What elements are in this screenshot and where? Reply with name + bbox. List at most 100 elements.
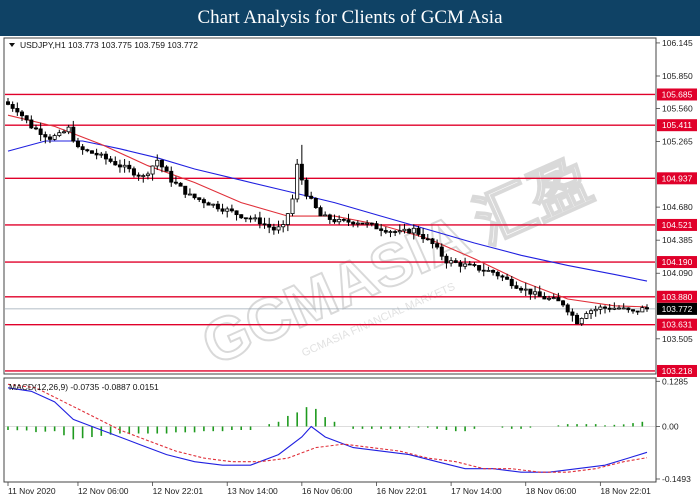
candlesticks [6,97,650,326]
candle-body [19,111,24,117]
candle-body [407,228,412,234]
candle-body [285,213,290,225]
candle-body [435,243,440,248]
candle-body [38,128,43,135]
candle-body [304,179,309,197]
level-label: 103.880 [662,292,693,302]
candle-body [537,291,542,297]
candle-body [15,108,20,113]
x-tick-label: 13 Nov 14:00 [227,486,278,496]
candle-body [421,234,426,240]
candle-body [80,146,85,151]
candle-body [388,231,393,233]
candle-body [61,131,66,134]
candle-body [206,202,211,206]
candle-body [145,173,150,176]
candle-body [33,127,38,130]
level-label: 104.521 [662,220,693,230]
candle-body [94,152,99,156]
candle-body [43,134,48,138]
candle-body [183,185,188,195]
candle-body [127,164,132,170]
candle-body [99,153,104,156]
macd-y-tick-label: 0.00 [662,421,679,431]
candle-body [579,317,584,325]
candle-body [71,126,76,142]
candle-body [603,306,608,309]
candle-body [197,197,202,200]
level-label: 104.937 [662,173,693,183]
level-label-bg [657,88,697,101]
level-label: 103.218 [662,366,693,376]
candle-body [393,231,398,233]
candle-body [486,269,491,272]
candle-body [565,304,570,313]
y-tick-label: 104.090 [662,268,693,278]
y-tick-label: 106.145 [662,38,693,48]
candle-body [355,222,360,225]
candle-body [271,226,276,231]
candle-body [351,221,356,225]
candle-body [416,227,421,235]
chart-canvas[interactable]: GCMASIA 汇盈 GCMASIA FINANCIAL MARKETS 105… [0,36,700,500]
candle-body [383,230,388,233]
x-tick-label: 18 Nov 06:00 [526,486,577,496]
candle-body [108,158,113,162]
level-label-bg [657,364,697,377]
candle-body [542,295,547,300]
candle-body [24,115,29,121]
candle-body [607,307,612,310]
candle-body [402,228,407,232]
candle-body [327,214,332,220]
candle-body [491,269,496,273]
candle-body [52,135,57,140]
y-tick-label: 105.265 [662,137,693,147]
candle-body [173,181,178,184]
candle-body [281,224,286,228]
x-tick-label: 17 Nov 14:00 [451,486,502,496]
candle-body [122,164,127,168]
candle-body [453,260,458,263]
candle-body [201,199,206,204]
candle-body [425,238,430,241]
y-tick-label: 103.505 [662,334,693,344]
candle-body [10,104,15,109]
candle-body [514,285,519,289]
candle-body [332,219,337,223]
candle-body [547,297,552,300]
support-resistance-levels: 105.685 105.411 104.937 104.521 104.190 103.8… [5,88,697,377]
candle-body [211,203,216,206]
current-price-label-bg [657,302,697,315]
candle-body [192,193,197,199]
candle-body [318,207,323,217]
candle-body [556,297,561,302]
candle-body [66,126,71,133]
candle-body [411,227,416,234]
candle-body [500,275,505,278]
candle-body [533,291,538,295]
candle-body [477,265,482,271]
y-tick-label: 104.680 [662,202,693,212]
candle-body [337,219,342,223]
candle-body [295,163,300,200]
candle-body [379,228,384,231]
candle-body [472,264,477,266]
candle-body [243,217,248,220]
candle-body [631,309,636,312]
candle-body [113,161,118,166]
level-label-bg [657,172,697,185]
candle-body [103,153,108,160]
candle-body [117,164,122,168]
candle-body [640,307,645,313]
candle-body [341,219,346,221]
candle-body [439,246,444,257]
candle-body [584,313,589,319]
candle-body [626,307,631,311]
candle-body [141,175,146,177]
candle-body [523,288,528,291]
candle-body [481,269,486,272]
candle-body [229,208,234,212]
candle-body [262,223,267,226]
level-label-bg [657,290,697,303]
x-tick-label: 12 Nov 06:00 [78,486,129,496]
